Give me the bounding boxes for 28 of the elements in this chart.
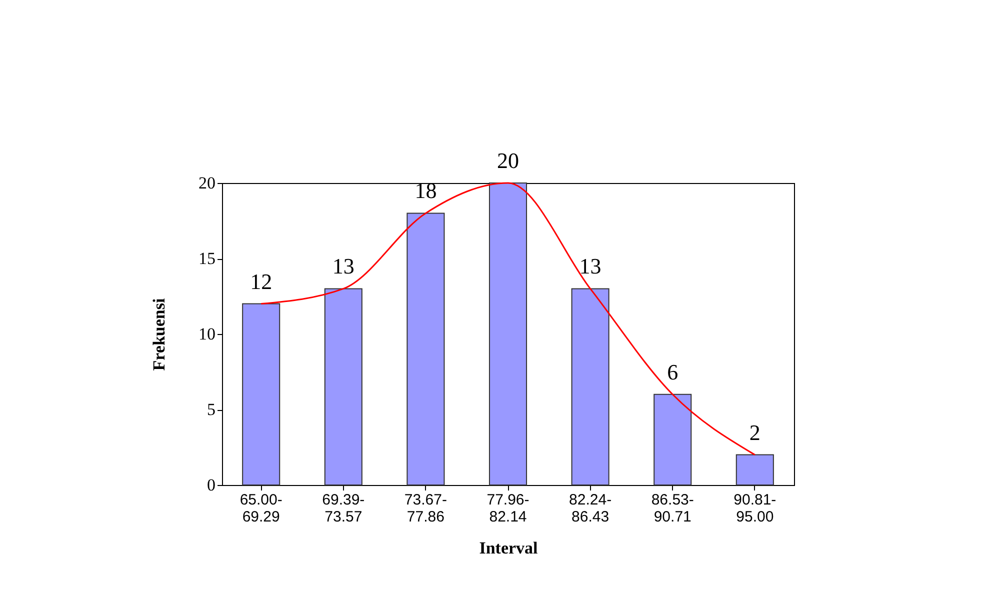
data-label: 13: [579, 254, 602, 279]
data-label: 2: [749, 420, 760, 445]
data-label: 6: [667, 359, 678, 384]
y-tick-label: 15: [198, 249, 216, 268]
data-label: 12: [250, 268, 272, 294]
y-tick-label: 5: [207, 400, 216, 419]
bar: [406, 212, 445, 486]
x-tick-label: 82.24-86.43: [569, 492, 612, 526]
bar: [736, 454, 774, 486]
x-tick-label: 69.39-73.57: [322, 492, 365, 526]
y-tick-label: 10: [198, 324, 216, 344]
y-tick-label: 0: [207, 476, 216, 494]
y-axis-title: Frekuensi: [150, 298, 168, 371]
bar: [488, 182, 528, 486]
x-tick-label: 86.53-90.71: [651, 492, 694, 526]
bar: [242, 303, 280, 486]
data-label: 13: [332, 254, 354, 279]
data-label: 18: [414, 178, 437, 204]
y-tick-label: 20: [198, 174, 216, 192]
x-tick-label: 73.67-77.86: [404, 492, 447, 526]
bar: [571, 288, 610, 486]
x-tick-label: 65.00-69.29: [240, 492, 282, 526]
data-label: 20: [497, 148, 519, 173]
bar: [654, 394, 692, 486]
bar: [324, 288, 362, 486]
x-tick-label: 90.81-95.00: [734, 492, 776, 526]
x-axis-title: Interval: [479, 538, 538, 558]
x-tick-label: 77.96-82.14: [486, 492, 530, 526]
